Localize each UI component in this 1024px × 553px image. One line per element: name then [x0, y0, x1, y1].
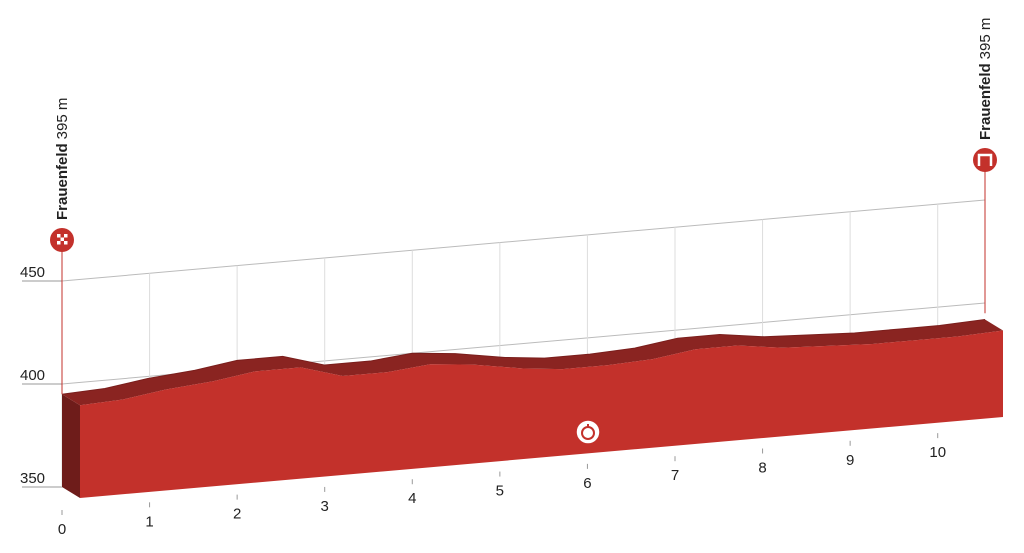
flag-icon: [60, 237, 64, 241]
marker-label: Frauenfeld 395 m: [977, 18, 994, 140]
marker-label: Frauenfeld 395 m: [54, 98, 71, 220]
y-tick-label: 450: [20, 264, 45, 281]
profile-front: [80, 330, 1003, 498]
x-tick-label: 8: [758, 459, 766, 476]
profile-line: [61, 318, 986, 395]
x-tick-label: 0: [58, 521, 66, 538]
marker-name: Frauenfeld: [54, 143, 71, 220]
x-tick-label: 2: [233, 506, 241, 523]
x-tick-label: 9: [846, 452, 854, 469]
x-tick-label: 3: [321, 498, 329, 515]
side-face: [62, 394, 80, 498]
stopwatch-icon: [575, 419, 601, 445]
grid-line: [61, 199, 986, 282]
y-tick-label: 350: [20, 470, 45, 487]
flag-icon: [64, 234, 68, 238]
marker: [973, 148, 997, 172]
finish-icon: [977, 153, 993, 166]
x-tick-label: 1: [145, 513, 153, 530]
flag-icon: [57, 241, 61, 245]
profile-top: [62, 319, 1003, 406]
x-tick-label: 5: [496, 483, 504, 500]
x-tick-label: 10: [929, 444, 946, 461]
flag-icon: [57, 234, 61, 238]
x-tick-label: 6: [583, 475, 591, 492]
marker-name: Frauenfeld: [977, 63, 994, 140]
flag-icon: [64, 241, 68, 245]
y-tick-label: 400: [20, 367, 45, 384]
marker-elevation: 395 m: [977, 18, 994, 60]
x-tick-label: 4: [408, 490, 416, 507]
x-tick-label: 7: [671, 467, 679, 484]
marker-elevation: 395 m: [54, 98, 71, 140]
